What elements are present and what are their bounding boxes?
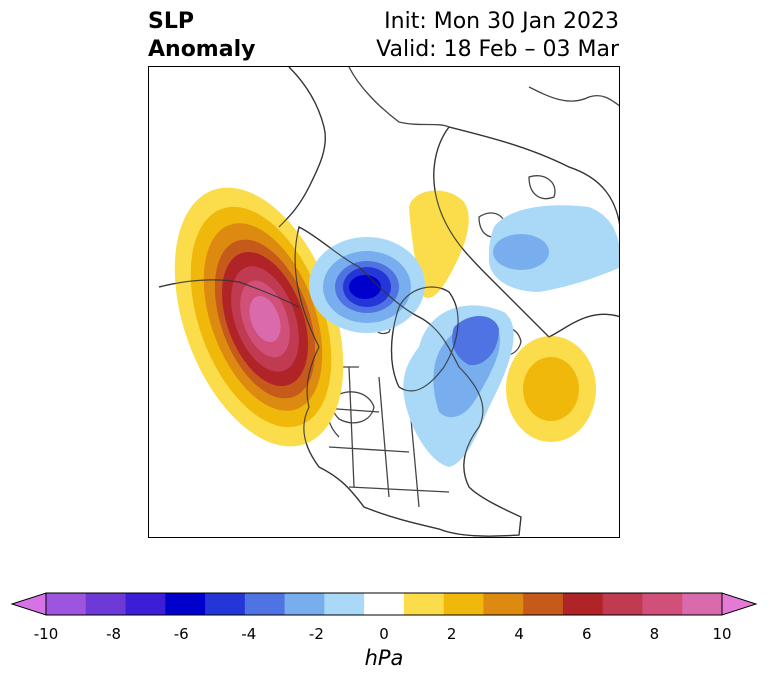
anomaly-negative-eurasia [488,205,619,292]
anomaly-map [158,67,619,537]
colorbar-cell [244,593,286,615]
colorbar-cell [523,593,564,615]
colorbar-tick-label: 2 [446,625,457,643]
colorbar-cell [562,593,604,615]
colorbar-cell [682,593,723,615]
colorbar-cell [642,593,683,615]
colorbar-tick-label: -6 [173,625,189,643]
colorbar-cell [403,593,445,615]
colorbar-cell [483,593,524,615]
colorbar-min-arrow [10,592,47,616]
map-title: SLP Anomaly [148,8,255,64]
colorbar-cell [85,593,127,615]
colorbar-tick-label: -10 [33,625,59,643]
title-line-1: SLP [148,9,194,34]
colorbar [10,592,758,616]
colorbar-cell [602,593,643,615]
colorbar-tick-label: -2 [308,625,324,643]
anomaly-positive-ne-pacific [174,187,344,447]
anomaly-positive-atlantic [506,336,596,442]
colorbar-cell [284,593,325,615]
anomaly-negative-greenland [403,305,514,467]
colorbar-tick-label: 10 [712,625,732,643]
colorbar-cell [443,593,484,615]
colorbar-max-arrow [721,592,758,616]
coastlines-overlay [158,67,619,537]
colorbar-tick-label: 8 [649,625,660,643]
colorbar-tick-label: 0 [379,625,389,643]
colorbar-cell [46,593,87,615]
colorbar-unit: hPa [364,646,404,670]
map-panel [148,66,620,538]
colorbar-cell [364,593,405,615]
title-line-2: Anomaly [148,37,256,62]
colorbar-tick-label: 4 [514,625,524,643]
colorbar-tick-label: 6 [582,625,592,643]
anomaly-negative-arctic [309,237,425,333]
anomaly-contours [174,187,619,467]
colorbar-cell [125,593,166,615]
colorbar-tick-label: -8 [106,625,122,643]
init-date: Init: Mon 30 Jan 2023 [384,9,619,34]
valid-date: Valid: 18 Feb – 03 Mar [376,37,619,62]
colorbar-tick-label: -4 [241,625,257,643]
map-dates: Init: Mon 30 Jan 2023 Valid: 18 Feb – 03… [376,8,619,64]
anomaly-positive-siberia [409,190,469,298]
colorbar-cell [205,593,246,615]
colorbar-cells [46,593,723,615]
colorbar-cell [165,593,206,615]
colorbar-outline [45,592,723,616]
colorbar-cell [324,593,365,615]
